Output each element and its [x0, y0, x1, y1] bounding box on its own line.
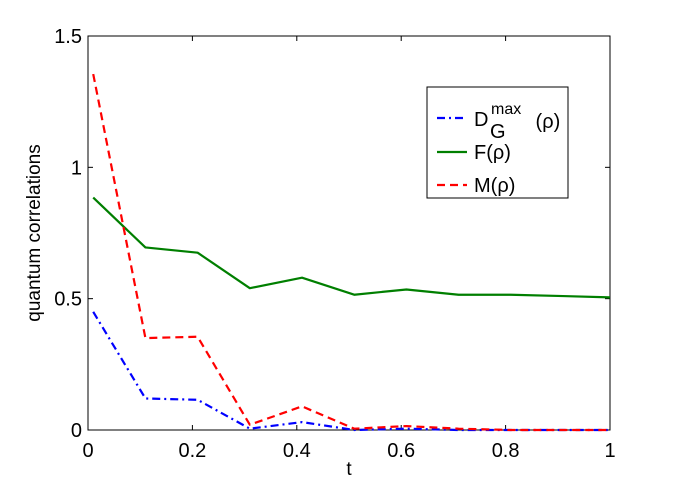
x-tick-label: 0.6: [387, 440, 415, 462]
series-line-1: [92, 196, 611, 299]
y-tick-label: 0.5: [54, 289, 82, 311]
x-tick-label: 0.4: [283, 440, 311, 462]
x-tick-label: 0: [82, 440, 93, 462]
y-tick-label: 1: [71, 157, 82, 179]
y-tick-label: 0: [71, 420, 82, 442]
legend-label-1: F(ρ): [474, 142, 511, 164]
x-axis-label: t: [346, 459, 352, 480]
x-tick-label: 1: [604, 440, 615, 462]
y-tick-label: 1.5: [54, 26, 82, 48]
x-tick-label: 0.8: [492, 440, 520, 462]
x-tick-label: 0.2: [178, 440, 206, 462]
legend-box: [426, 86, 569, 199]
y-axis-label: quantum correlations: [24, 144, 45, 321]
series-line-2: [92, 73, 610, 432]
legend-label-2: M(ρ): [474, 175, 515, 197]
